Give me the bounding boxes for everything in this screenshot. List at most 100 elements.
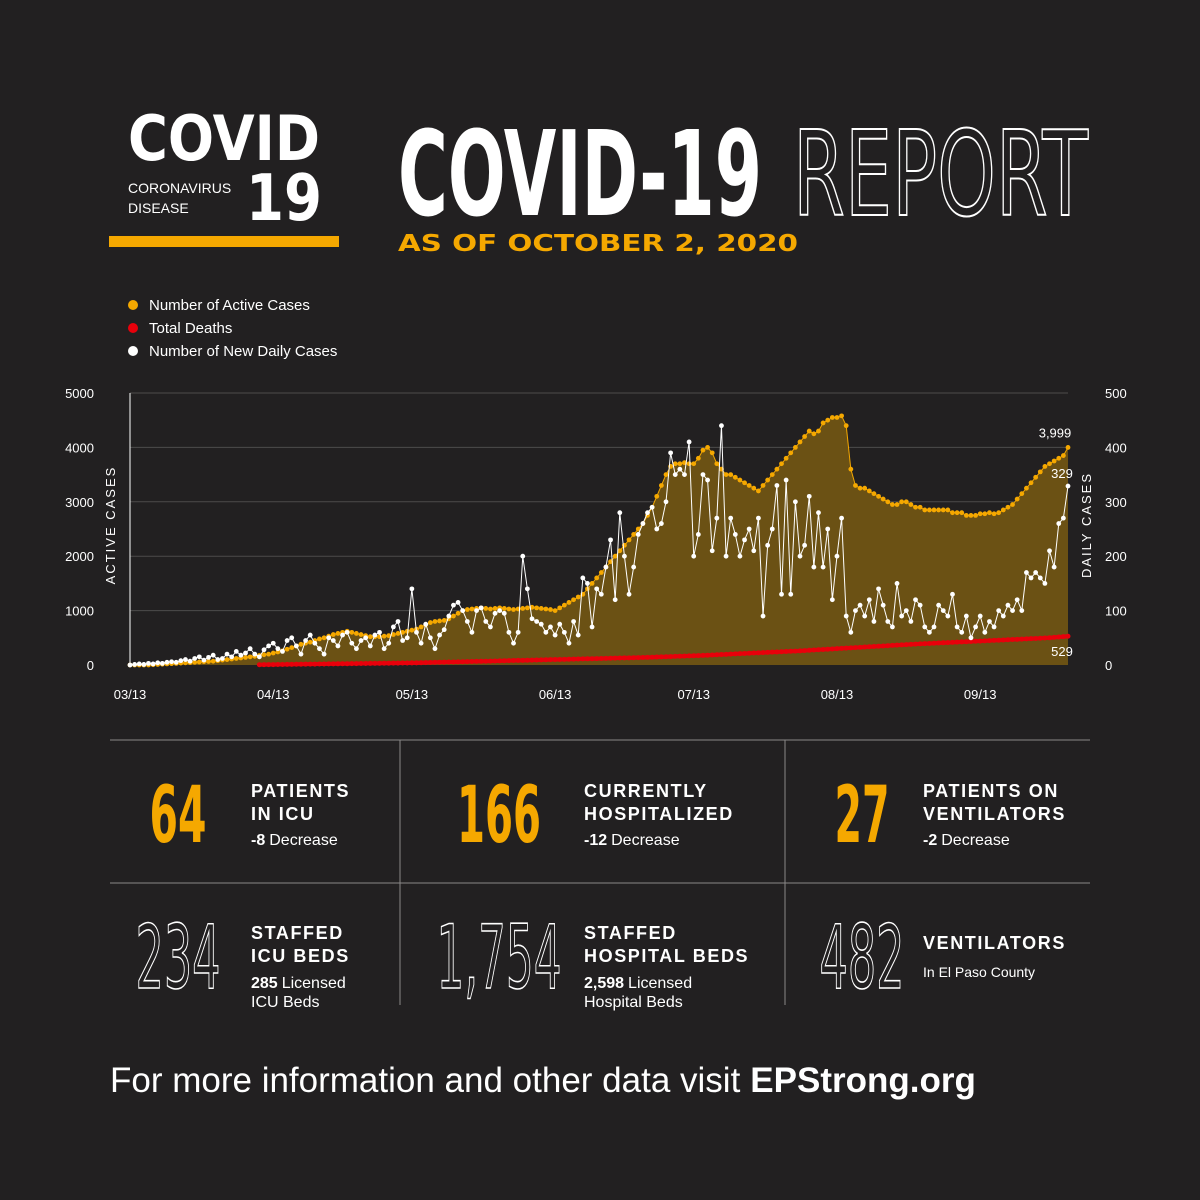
data-point bbox=[1010, 502, 1015, 507]
data-point bbox=[677, 466, 683, 472]
data-point bbox=[547, 657, 553, 663]
data-point bbox=[880, 496, 886, 502]
data-point bbox=[963, 513, 969, 518]
data-point bbox=[192, 659, 198, 665]
data-point bbox=[626, 591, 632, 597]
data-point bbox=[1000, 507, 1006, 513]
data-point bbox=[862, 644, 868, 650]
data-point bbox=[543, 657, 549, 663]
data-point bbox=[635, 655, 641, 661]
data-point bbox=[256, 654, 262, 660]
data-point bbox=[691, 653, 697, 659]
data-point bbox=[936, 602, 942, 608]
capacity-label: STAFFED bbox=[251, 923, 344, 943]
data-point bbox=[603, 564, 609, 570]
data-point bbox=[196, 654, 202, 660]
data-point bbox=[691, 553, 697, 559]
data-point bbox=[783, 455, 789, 461]
capacity-label: VENTILATORS bbox=[923, 933, 1066, 953]
data-point bbox=[220, 656, 225, 661]
data-point bbox=[594, 575, 600, 581]
y2-axis-label: DAILY CASES bbox=[1079, 472, 1094, 578]
data-point bbox=[705, 477, 710, 483]
stat-label: HOSPITALIZED bbox=[584, 804, 734, 824]
data-point bbox=[945, 640, 951, 646]
y-tick-label: 1000 bbox=[65, 604, 94, 619]
data-point bbox=[340, 632, 345, 638]
data-point bbox=[691, 461, 697, 467]
data-point bbox=[853, 483, 858, 488]
capacity-label: STAFFED bbox=[584, 923, 677, 943]
data-point bbox=[940, 608, 946, 613]
data-point bbox=[598, 570, 604, 575]
stat-change-text: Decrease bbox=[941, 832, 1010, 849]
data-point bbox=[575, 594, 581, 600]
data-point bbox=[991, 624, 997, 630]
legend-swatch bbox=[128, 323, 138, 333]
data-point bbox=[852, 645, 858, 651]
data-point bbox=[857, 644, 863, 650]
data-point bbox=[524, 586, 530, 592]
data-point bbox=[529, 657, 535, 663]
data-point bbox=[386, 633, 392, 639]
data-point bbox=[571, 656, 577, 662]
data-point bbox=[367, 634, 373, 640]
data-point bbox=[732, 651, 738, 657]
data-point bbox=[950, 591, 955, 597]
data-point bbox=[474, 658, 480, 664]
data-point bbox=[899, 642, 905, 648]
data-point bbox=[608, 655, 614, 661]
data-point bbox=[580, 656, 586, 662]
data-point bbox=[806, 428, 812, 434]
data-point bbox=[266, 662, 272, 668]
data-point bbox=[954, 639, 960, 645]
data-point bbox=[377, 629, 382, 635]
data-point bbox=[247, 654, 253, 660]
data-point bbox=[210, 652, 216, 658]
data-point bbox=[1047, 461, 1052, 467]
data-point bbox=[890, 624, 895, 630]
data-point bbox=[654, 493, 660, 499]
data-point bbox=[635, 526, 641, 532]
data-point bbox=[432, 646, 438, 652]
data-point bbox=[640, 654, 646, 660]
data-point bbox=[668, 450, 674, 456]
logo-sub: CORONAVIRUS bbox=[128, 180, 231, 196]
data-point bbox=[681, 653, 687, 659]
data-point bbox=[409, 627, 415, 633]
x-tick-label: 07/13 bbox=[677, 687, 710, 702]
data-point bbox=[968, 638, 974, 644]
data-point bbox=[538, 621, 544, 627]
data-point bbox=[289, 645, 295, 650]
capacity-note: In El Paso County bbox=[923, 964, 1035, 980]
data-point bbox=[885, 619, 891, 624]
data-point bbox=[224, 657, 230, 662]
data-point bbox=[612, 553, 618, 559]
capacity-label: HOSPITAL BEDS bbox=[584, 946, 749, 966]
data-point bbox=[792, 499, 798, 505]
data-point bbox=[506, 658, 512, 664]
data-point bbox=[483, 606, 489, 611]
data-point bbox=[977, 511, 983, 517]
data-point bbox=[612, 597, 618, 603]
data-point bbox=[1000, 637, 1006, 643]
data-point bbox=[788, 591, 794, 597]
data-point bbox=[996, 510, 1002, 516]
data-point bbox=[769, 649, 775, 655]
data-point bbox=[658, 483, 664, 488]
data-point bbox=[820, 420, 826, 426]
data-point bbox=[811, 647, 817, 653]
data-point bbox=[367, 660, 373, 666]
data-point bbox=[982, 638, 988, 644]
data-point bbox=[973, 638, 979, 644]
data-point bbox=[991, 511, 997, 517]
data-point bbox=[700, 447, 706, 453]
logo-sub: DISEASE bbox=[128, 200, 189, 216]
data-point bbox=[950, 510, 955, 516]
data-point bbox=[1014, 597, 1020, 603]
data-point bbox=[511, 607, 516, 612]
data-point bbox=[450, 659, 456, 665]
data-point bbox=[622, 553, 627, 559]
data-point bbox=[312, 640, 318, 646]
data-point bbox=[206, 659, 211, 664]
